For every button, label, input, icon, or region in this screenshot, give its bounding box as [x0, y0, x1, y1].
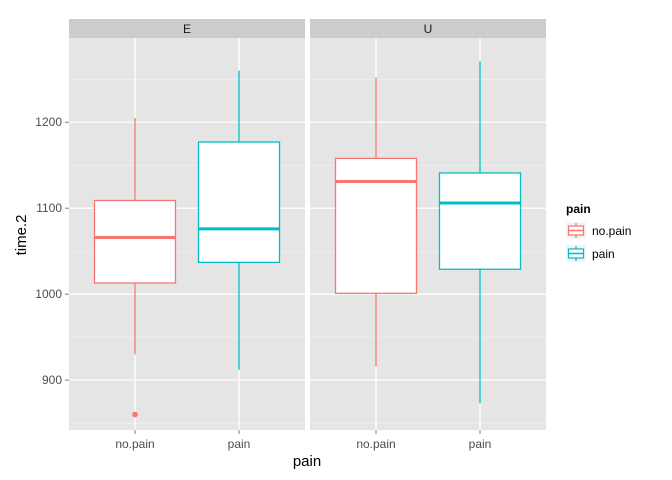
x-tick-label: no.pain — [115, 437, 154, 451]
y-tick-label: 1200 — [35, 115, 62, 129]
box-no.pain — [93, 117, 177, 418]
y-axis: 900 1000 1100 1200 — [35, 115, 69, 387]
facet-panel-U: U — [310, 19, 546, 430]
y-tick-label: 900 — [42, 373, 62, 387]
legend-title: pain — [566, 202, 591, 216]
x-axis-title: pain — [293, 453, 321, 470]
x-tick-label: pain — [469, 437, 492, 451]
facet-strip-label: U — [424, 22, 433, 36]
box-pain — [438, 61, 522, 404]
y-tick-label: 1100 — [36, 201, 62, 215]
box-no.pain — [334, 77, 418, 367]
facet-panel-E: E — [69, 19, 305, 430]
facet-strip — [69, 19, 305, 38]
box-iqr — [197, 141, 281, 264]
legend-label: pain — [592, 247, 615, 261]
box-iqr — [93, 199, 177, 284]
legend-entry-no.pain: no.pain — [565, 221, 631, 240]
box-iqr — [334, 157, 418, 294]
facet-strip-label: E — [183, 22, 191, 36]
box-pain — [197, 70, 281, 370]
y-tick-label: 1000 — [35, 287, 62, 301]
y-axis-title: time.2 — [13, 215, 30, 256]
outlier-point — [132, 411, 138, 418]
legend-label: no.pain — [592, 224, 631, 238]
x-tick-label: no.pain — [356, 437, 395, 451]
legend-entry-pain: pain — [565, 244, 615, 263]
x-axis: no.pain pain no.pain pain — [115, 430, 491, 451]
box-iqr — [438, 172, 522, 270]
facet-strip — [310, 19, 546, 38]
x-tick-label: pain — [228, 437, 251, 451]
